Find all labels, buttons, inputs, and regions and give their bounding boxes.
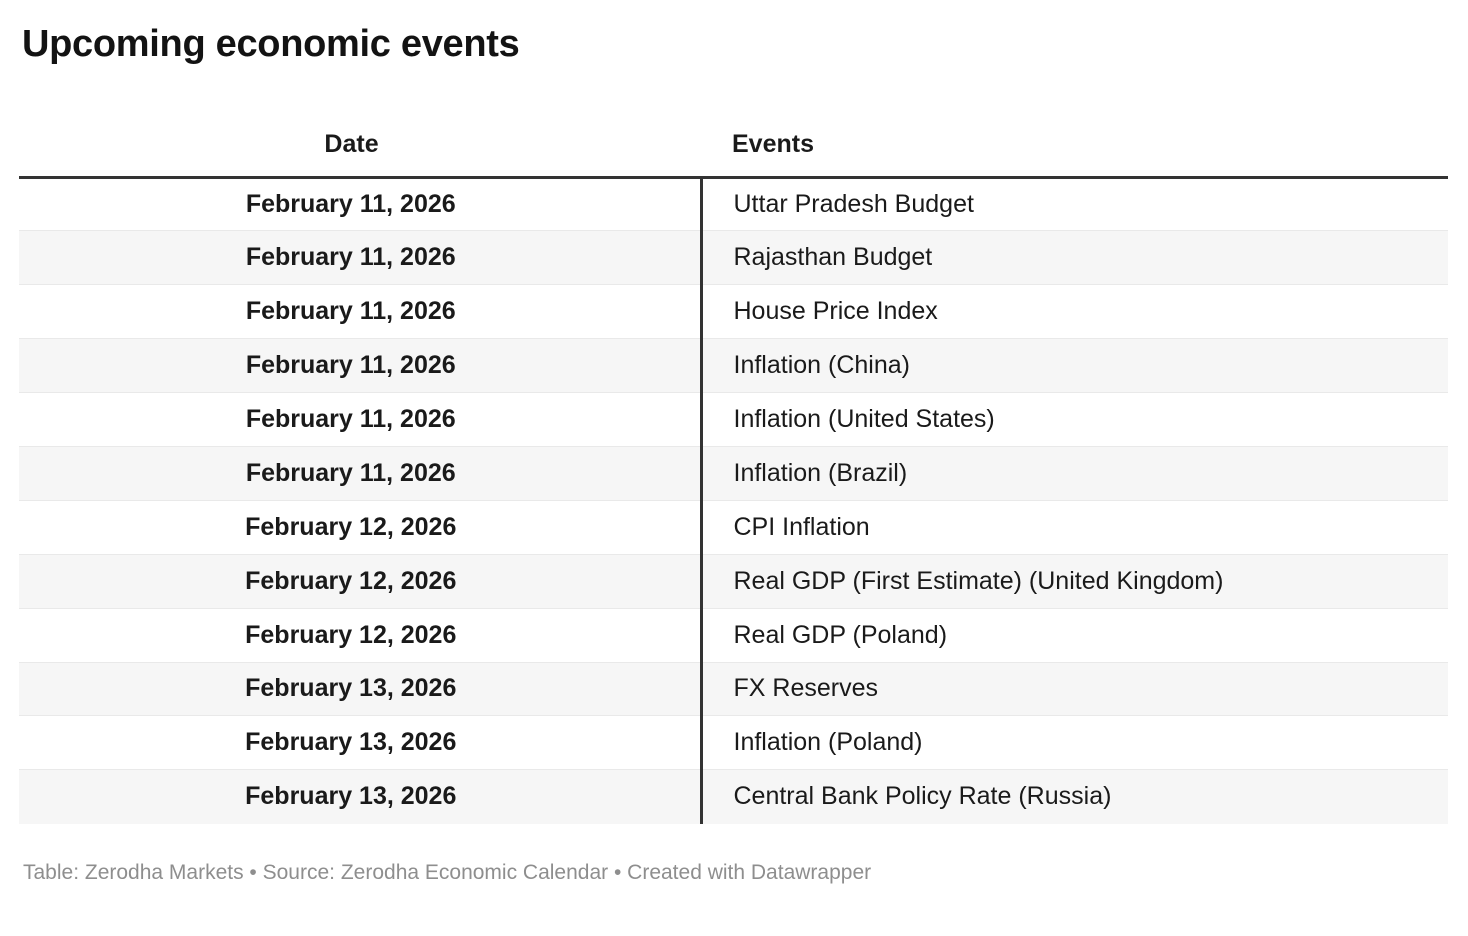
event-cell: Inflation (Brazil) (699, 446, 1448, 501)
page-title: Upcoming economic events (22, 23, 520, 65)
table-row: February 12, 2026 Real GDP (First Estima… (19, 554, 1448, 609)
date-cell: February 12, 2026 (245, 566, 457, 595)
table-row: February 12, 2026 Real GDP (Poland) (19, 608, 1448, 663)
date-cell: February 12, 2026 (245, 512, 457, 541)
event-cell: FX Reserves (699, 662, 1448, 716)
date-cell: February 11, 2026 (245, 351, 456, 380)
event-cell: Real GDP (First Estimate) (United Kingdo… (699, 554, 1448, 609)
table-row: February 11, 2026 House Price Index (19, 284, 1448, 339)
table-row: February 11, 2026 Rajasthan Budget (19, 230, 1448, 285)
table-row: February 13, 2026 FX Reserves (19, 662, 1448, 716)
table-row: February 13, 2026 Central Bank Policy Ra… (19, 769, 1448, 824)
event-cell: Real GDP (Poland) (699, 608, 1448, 663)
event-cell: Inflation (United States) (699, 392, 1448, 447)
event-cell: Inflation (China) (699, 338, 1448, 393)
table-row: February 11, 2026 Inflation (United Stat… (19, 392, 1448, 447)
table-row: February 12, 2026 CPI Inflation (19, 500, 1448, 555)
column-header-events: Events (701, 101, 1448, 179)
table-body: February 11, 2026 Uttar Pradesh Budget F… (19, 177, 1448, 824)
date-cell: February 13, 2026 (245, 728, 457, 757)
table-header: Date Events (19, 101, 1448, 179)
event-cell: Inflation (Poland) (699, 715, 1448, 770)
date-cell: February 11, 2026 (245, 189, 456, 218)
event-cell: Central Bank Policy Rate (Russia) (699, 769, 1448, 824)
table-row: February 11, 2026 Inflation (Brazil) (19, 446, 1448, 501)
event-cell: Uttar Pradesh Budget (699, 177, 1448, 231)
attribution-footer: Table: Zerodha Markets • Source: Zerodha… (23, 860, 872, 884)
date-cell: February 13, 2026 (245, 782, 457, 811)
event-cell: Rajasthan Budget (699, 230, 1448, 285)
date-cell: February 11, 2026 (245, 297, 456, 326)
table-row: February 11, 2026 Uttar Pradesh Budget (19, 177, 1448, 231)
date-cell: February 12, 2026 (245, 620, 457, 649)
table-row: February 13, 2026 Inflation (Poland) (19, 715, 1448, 770)
event-cell: CPI Inflation (699, 500, 1448, 555)
date-cell: February 11, 2026 (245, 405, 456, 433)
header-row: Date Events (19, 101, 1448, 179)
economic-events-table: Date Events February 11, 2026 Uttar Prad… (19, 101, 1448, 824)
date-cell: February 11, 2026 (245, 243, 456, 272)
date-cell: February 11, 2026 (245, 458, 456, 487)
date-cell: February 13, 2026 (245, 674, 457, 703)
table-row: February 11, 2026 Inflation (China) (19, 338, 1448, 393)
column-header-date: Date (19, 101, 701, 179)
event-cell: House Price Index (699, 284, 1448, 339)
